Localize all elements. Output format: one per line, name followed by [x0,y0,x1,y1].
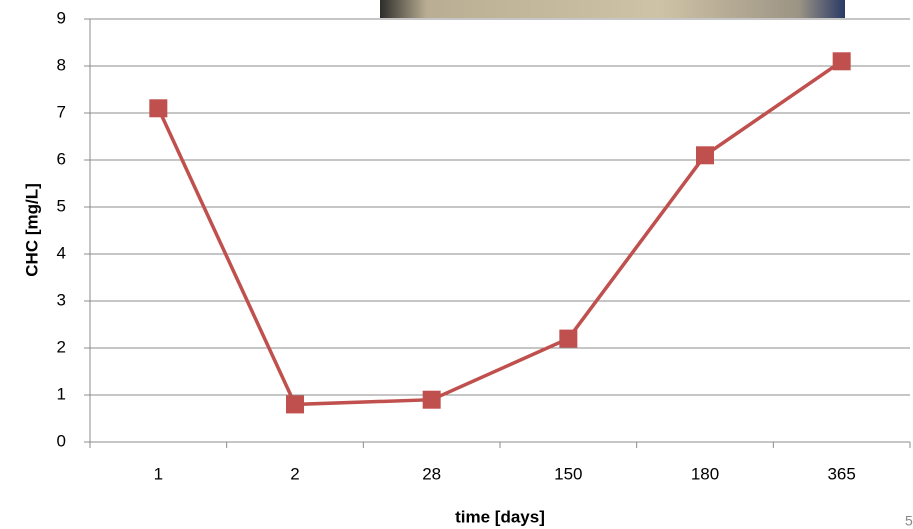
y-tick-label: 8 [57,55,66,74]
page-number: 5 [905,513,913,529]
x-axis-label: time [days] [455,507,545,526]
chart: 0 1 2 3 4 5 6 7 8 9 1 2 28 150 180 365 CHC [mg/L] time … [0,0,913,529]
y-tick-label: 0 [57,431,66,450]
y-tick-label: 3 [57,290,66,309]
x-tick-label: 150 [554,464,582,483]
x-tick-label: 365 [827,464,855,483]
data-point [696,146,714,164]
x-tick-label: 2 [290,464,299,483]
data-point [149,99,167,117]
y-tick-label: 2 [57,337,66,356]
data-point [286,395,304,413]
x-tick-label: 180 [691,464,719,483]
y-tick-label: 4 [57,243,66,262]
y-tick-label: 1 [57,384,66,403]
y-tick-label: 7 [57,102,66,121]
data-point [559,330,577,348]
y-tick-label: 6 [57,149,66,168]
photo [380,0,845,18]
y-tick-label: 5 [57,196,66,215]
x-tick-label: 1 [154,464,163,483]
plot-area: 0 1 2 3 4 5 6 7 8 9 1 2 28 150 180 365 [57,8,910,483]
data-point [423,391,441,409]
x-tick-label: 28 [422,464,441,483]
data-point [833,52,851,70]
y-tick-label: 9 [57,8,66,27]
y-axis-label: CHC [mg/L] [22,183,41,276]
